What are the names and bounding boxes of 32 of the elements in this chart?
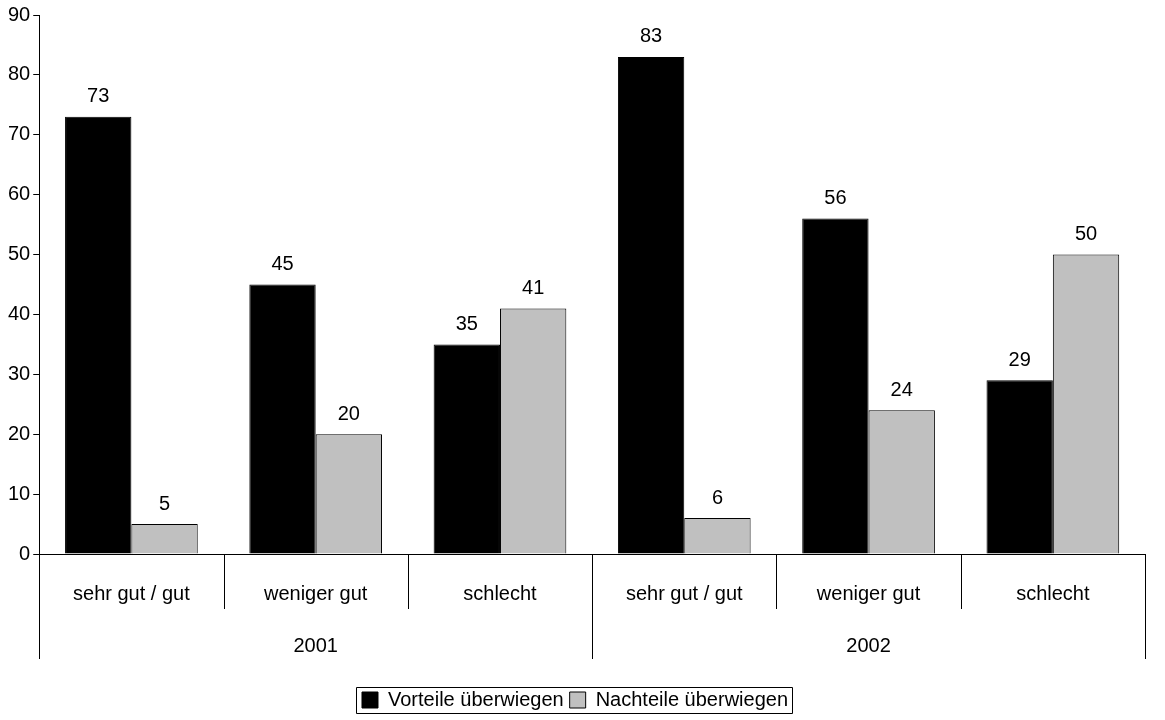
legend-label: Vorteile überwiegen bbox=[387, 687, 564, 710]
data-label: 73 bbox=[87, 84, 110, 107]
x-tick-label: sehr gut / gut bbox=[625, 581, 744, 604]
x-tick-label: schlecht bbox=[463, 581, 538, 604]
x-tick-label: sehr gut / gut bbox=[73, 581, 191, 604]
data-label: 41 bbox=[522, 275, 545, 298]
y-tick-label: 30 bbox=[8, 361, 31, 384]
y-tick-label: 60 bbox=[8, 182, 31, 205]
data-label: 35 bbox=[455, 311, 478, 334]
y-tick-label: 50 bbox=[8, 242, 31, 265]
text: 2002 bbox=[846, 633, 891, 656]
x-tick-label: schlecht bbox=[1016, 581, 1090, 604]
data-label: 45 bbox=[271, 252, 294, 275]
data-label: 20 bbox=[337, 401, 360, 424]
text: 2001 bbox=[293, 633, 338, 656]
y-tick-label: 40 bbox=[8, 301, 31, 324]
data-label: 24 bbox=[890, 377, 913, 400]
x-tick-label: weniger gut bbox=[815, 581, 921, 604]
y-tick-label: 90 bbox=[8, 2, 31, 25]
y-tick-label: 20 bbox=[8, 421, 31, 444]
data-label: 6 bbox=[711, 485, 723, 508]
x-tick-label: weniger gut bbox=[262, 581, 368, 604]
data-label: 50 bbox=[1074, 222, 1098, 245]
data-label: 29 bbox=[1008, 347, 1031, 370]
y-tick-label: 70 bbox=[8, 122, 31, 145]
y-tick-label: 10 bbox=[8, 481, 31, 504]
data-label: 83 bbox=[639, 24, 663, 47]
data-label: 56 bbox=[824, 186, 847, 209]
legend-label: Nachteile überwiegen bbox=[595, 687, 789, 710]
y-tick-label: 80 bbox=[8, 62, 31, 85]
y-tick-label: 0 bbox=[19, 541, 31, 564]
data-label: 5 bbox=[159, 491, 171, 514]
